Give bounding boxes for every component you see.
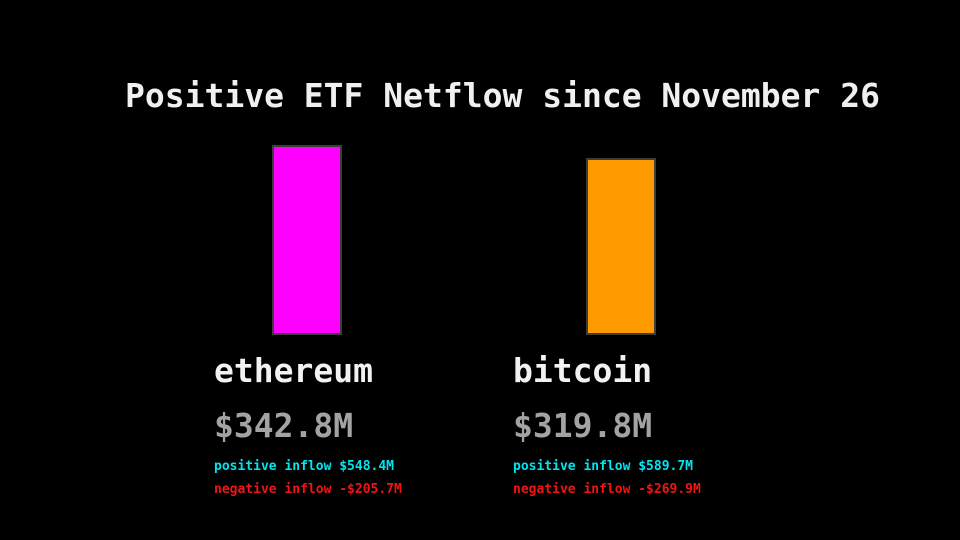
- bitcoin-positive-inflow: positive inflow $589.7M: [513, 459, 694, 474]
- bitcoin-negative-inflow: negative inflow -$269.9M: [513, 482, 701, 497]
- ethereum-negative-inflow: negative inflow -$205.7M: [214, 482, 402, 497]
- ethereum-bar: [272, 145, 342, 335]
- bitcoin-label: bitcoin: [513, 351, 653, 390]
- ethereum-netflow-value: $342.8M: [214, 406, 354, 445]
- bitcoin-netflow-value: $319.8M: [513, 406, 653, 445]
- ethereum-label: ethereum: [214, 351, 373, 390]
- bitcoin-bar: [586, 158, 656, 335]
- ethereum-positive-inflow: positive inflow $548.4M: [214, 459, 395, 474]
- chart-title: Positive ETF Netflow since November 26: [125, 76, 880, 115]
